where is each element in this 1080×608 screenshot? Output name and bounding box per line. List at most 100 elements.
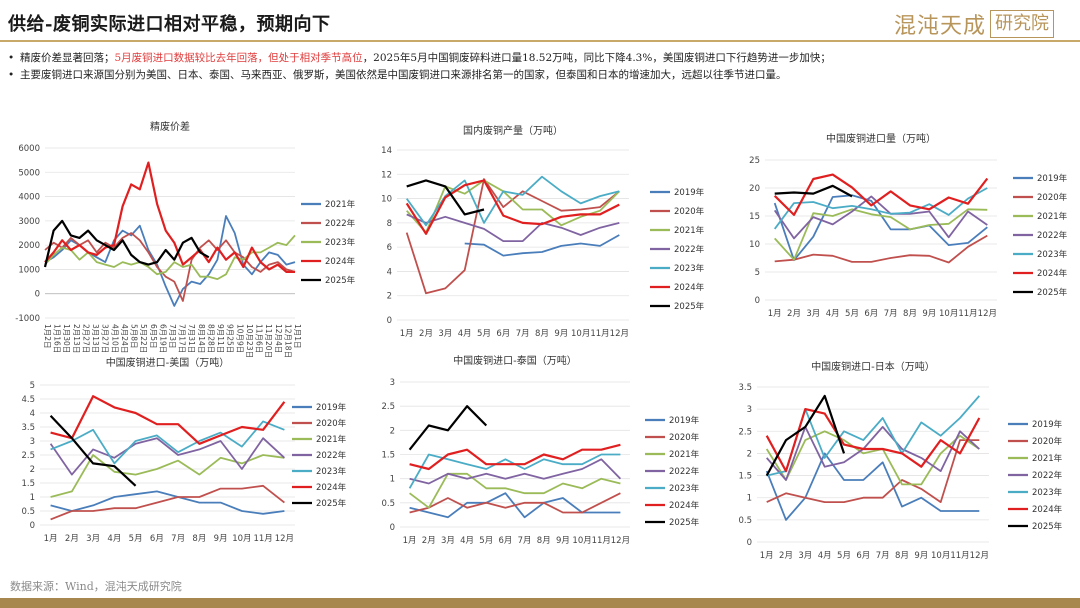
x-tick-label: 9月 [554,329,568,339]
series-line-2021 [765,430,980,486]
y-tick-label: 2 [747,449,752,459]
x-tick-label: 1月30日 [62,324,71,353]
series-line-2019 [50,490,285,515]
x-tick-label: 6月5日 [149,324,158,349]
x-tick-label: 5月 [837,551,851,561]
x-tick-label: 5月8日 [130,324,139,349]
y-tick-label: 0 [390,523,395,533]
series-line-2023 [405,175,620,227]
x-tick-label: 4月10日 [110,324,119,353]
bullet-list: • 精废价差显著回落；5月废铜进口数据较比去年回落，但处于相对季节高位，2025年… [8,50,831,84]
series-line-2021 [44,215,296,307]
y-tick-label: 0.5 [21,507,35,517]
series-line-2025 [406,179,485,216]
y-tick-label: 1 [747,494,752,504]
legend-label: 2019年 [674,187,705,198]
x-tick-label: 2月13日 [72,324,81,353]
y-tick-label: 8 [387,219,392,229]
x-tick-label: 6月19日 [158,324,167,353]
series-line-2020 [774,234,988,264]
x-tick-label: 5月 [479,536,493,546]
legend-label: 2022年 [674,244,705,255]
chart-title: 中国废铜进口-日本（万吨） [811,360,935,373]
series-line-2021 [50,454,285,498]
bullet-1-part-3: ，2025年5月中国铜废碎料进口量18.52万吨，同比下降4.3%，美国废铜进口… [362,52,831,64]
legend-label: 2025年 [669,517,700,528]
page-title: 供给-废铜实际进口相对平稳，预期向下 [8,14,331,35]
x-tick-label: 10月 [572,536,591,546]
x-tick-label: 8月 [535,329,549,339]
legend-label: 2021年 [1032,453,1063,464]
bullet-2-text: 主要废铜进口来源国分别为美国、日本、泰国、马来西亚、俄罗斯，美国依然是中国废铜进… [20,69,787,81]
chart-imports-japan: 中国废铜进口-日本（万吨） 0 0.5 1 1.5 2 2.5 3 3.5 1月 2月 3月 4月 5月 6… [738,360,1063,561]
x-tick-label: 12月 [275,534,294,544]
x-tick-label: 12月18日 [283,324,292,358]
x-tick-label: 5月 [845,309,859,319]
y-tick-label: 1 [390,475,395,485]
x-tick-label: 3月 [806,309,820,319]
y-tick-label: 2.5 [381,402,395,412]
y-tick-label: 2 [30,465,35,475]
x-tick-label: 1月2日 [43,324,52,349]
x-tick-label: 12月 [610,329,629,339]
x-tick-label: 4月 [458,329,472,339]
y-tick-label: 0 [30,521,35,531]
series-line-2023 [773,187,988,230]
chart-imports-thailand: 中国废铜进口-泰国（万吨） 0 0.5 1 1.5 2 2.5 3 1月 2月 3月 4月 5月 6月 7月… [381,354,700,546]
bullet-1-part-1: 精废价差显著回落； [20,52,115,64]
series-line-2024 [773,173,989,216]
series-line-2025 [49,415,137,487]
series-line-2022 [409,458,622,485]
data-source-note: 数据来源：Wind，混沌天成研究院 [10,580,182,593]
series-line-2022 [49,437,286,476]
title-divider [0,40,1080,42]
series-line-2020 [405,178,620,295]
series-line-2020 [50,484,285,521]
series-line-2024 [765,408,981,473]
x-tick-label: 9月25日 [226,324,235,353]
legend-label: 2025年 [325,275,356,286]
series-line-2024 [50,395,286,445]
chart-title: 精废价差 [150,120,190,133]
x-tick-label: 8月14日 [197,324,206,353]
bullet-1-highlight: 5月废铜进口数据较比去年回落，但处于相对季节高位 [114,52,363,64]
y-tick-label: 2 [387,292,392,302]
x-tick-label: 3月 [438,329,452,339]
y-tick-label: 4 [30,409,35,419]
x-tick-label: 1月 [400,329,414,339]
chart-title: 中国废铜进口-泰国（万吨） [453,354,577,367]
x-tick-label: 3月 [798,551,812,561]
x-tick-label: 2月 [779,551,793,561]
series-line-2025 [774,184,853,198]
y-tick-label: 4.5 [21,395,35,405]
y-tick-label: 2 [390,426,395,436]
y-tick-label: 2.5 [21,451,35,461]
bottom-bar [0,598,1080,608]
x-tick-label: 6月 [864,309,878,319]
y-tick-label: 3.5 [738,383,752,393]
y-tick-label: 4000 [18,193,40,203]
x-tick-label: 3月13日 [91,324,100,353]
x-tick-label: 7月 [884,309,898,319]
y-tick-label: 0.5 [381,499,395,509]
x-tick-label: 10月9日 [235,324,244,353]
y-tick-label: 0.5 [738,516,752,526]
x-tick-label: 2月 [419,329,433,339]
y-tick-label: 5 [755,268,760,278]
legend-label: 2020年 [669,432,700,443]
y-tick-label: 25 [749,156,760,166]
x-tick-label: 2月 [787,309,801,319]
y-tick-label: 1.5 [738,472,752,482]
bullet-dot-icon: • [8,69,15,81]
legend-label: 2023年 [669,483,700,494]
y-tick-label: 3 [747,405,752,415]
y-tick-label: 1.5 [21,479,35,489]
x-tick-label: 3月 [86,534,100,544]
series-line-2023 [44,234,296,280]
legend-label: 2019年 [316,402,347,413]
series-line-2024 [405,179,620,235]
x-tick-label: 9月 [914,551,928,561]
series-line-2019 [464,234,620,257]
series-line-2025 [765,394,846,477]
legend-label: 2024年 [325,256,356,267]
